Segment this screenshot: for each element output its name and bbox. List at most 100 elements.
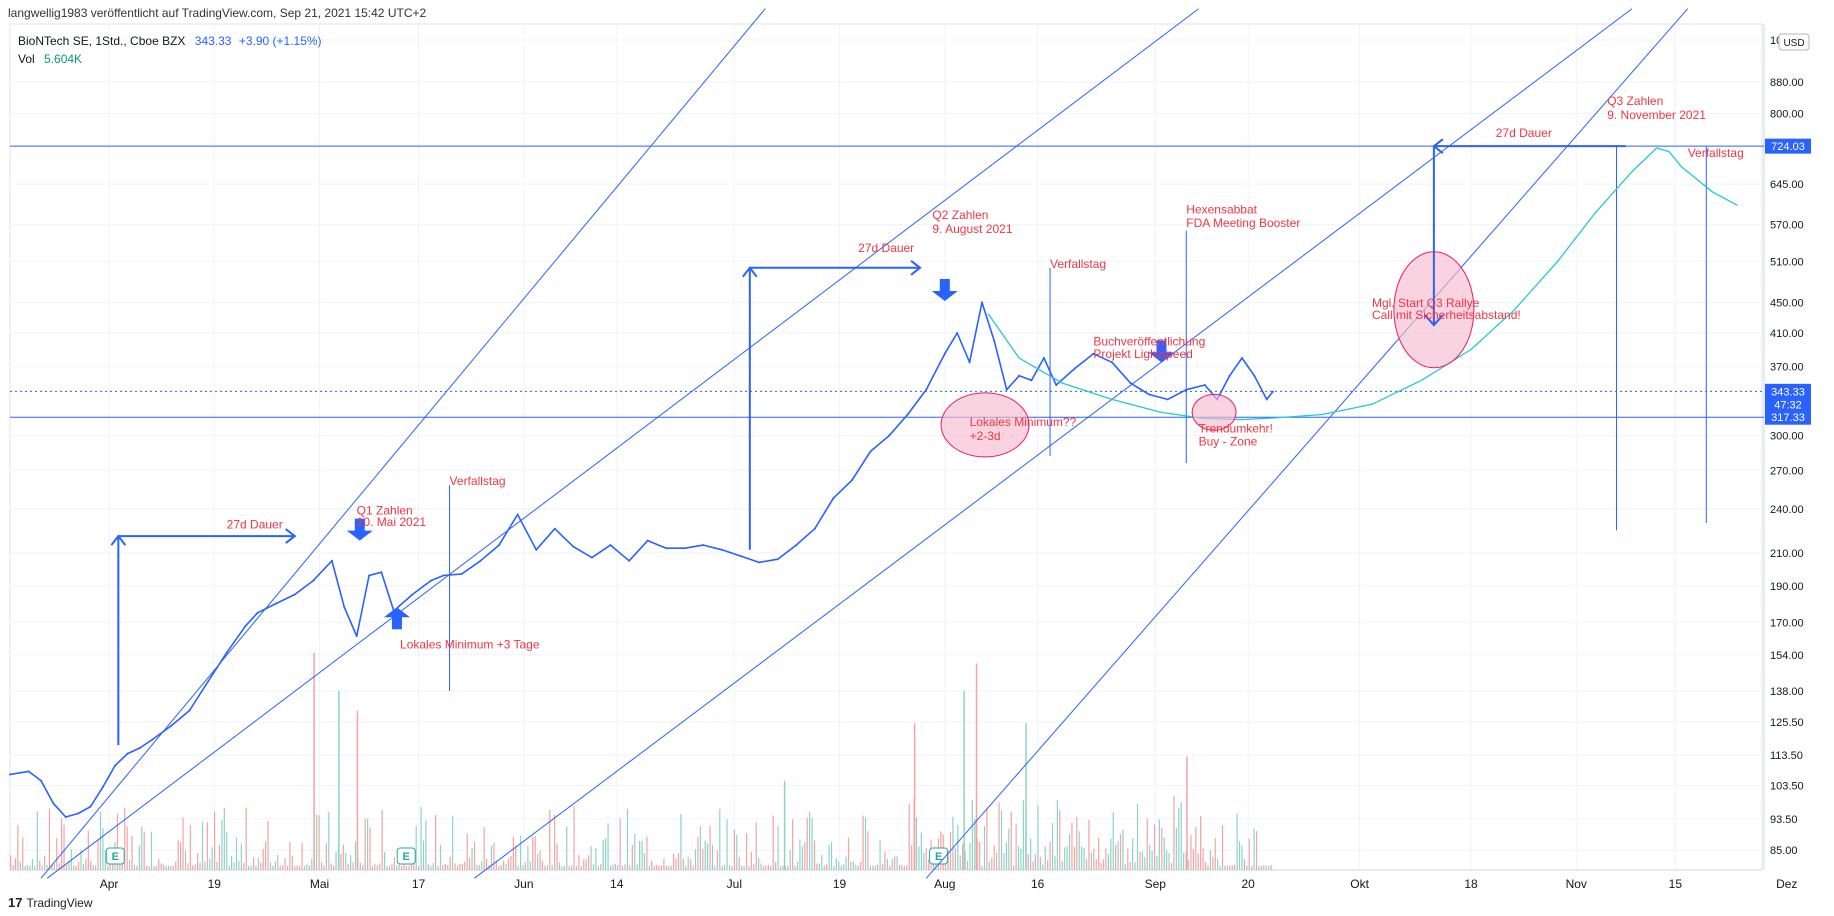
- volume-bar: [799, 839, 801, 870]
- trend-channel-line[interactable]: [474, 8, 1633, 879]
- tradingview-brand[interactable]: TradingView: [26, 895, 93, 910]
- x-tick-label: Sep: [1145, 877, 1167, 891]
- price-point: [535, 548, 538, 551]
- projection-curve[interactable]: [987, 147, 1738, 421]
- volume-bar: [311, 858, 313, 870]
- volume-bar: [381, 809, 383, 870]
- price-point: [869, 450, 872, 453]
- volume-bar: [95, 865, 97, 870]
- volume-bar: [1022, 800, 1024, 870]
- highlight-ellipse[interactable]: [1191, 393, 1237, 431]
- level-price-badge[interactable]: [1765, 409, 1811, 425]
- volume-bar: [787, 865, 789, 870]
- volume-bar: [1115, 845, 1117, 870]
- volume-bar: [770, 866, 772, 870]
- volume-bar: [291, 855, 293, 870]
- volume-bar: [767, 864, 769, 870]
- volume-bar: [204, 861, 206, 870]
- volume-bar: [133, 864, 136, 870]
- legend-vol-label[interactable]: Vol: [18, 52, 35, 66]
- price-series-line[interactable]: [9, 301, 1274, 818]
- volume-bar: [80, 849, 82, 870]
- earnings-marker-icon[interactable]: [105, 847, 125, 865]
- y-tick-label: 190.00: [1770, 581, 1804, 593]
- volume-bar: [97, 838, 99, 870]
- price-point: [151, 738, 154, 741]
- legend-symbol[interactable]: BioNTech SE, 1Std., Cboe BZX: [18, 34, 186, 48]
- volume-bar: [371, 865, 374, 870]
- volume-bar: [762, 865, 765, 870]
- volume-bar: [612, 864, 614, 870]
- volume-bar: [63, 824, 65, 870]
- trend-channel-line[interactable]: [925, 8, 1689, 879]
- volume-bar: [158, 859, 160, 870]
- volume-bar: [592, 864, 595, 870]
- volume-bar: [121, 860, 123, 870]
- price-point: [380, 571, 383, 574]
- volume-bar: [1156, 855, 1158, 870]
- trend-channel-line[interactable]: [46, 8, 1199, 879]
- volume-bar: [464, 861, 466, 870]
- volume-bar: [1110, 838, 1112, 870]
- volume-bar: [796, 861, 799, 870]
- volume-bar: [979, 841, 981, 870]
- volume-bar: [211, 847, 213, 870]
- y-tick-label: 138.00: [1770, 686, 1804, 698]
- volume-bar: [500, 864, 502, 870]
- volume-bar: [804, 842, 806, 870]
- volume-bar: [131, 836, 133, 870]
- volume-bar: [726, 819, 728, 870]
- x-tick-label: Jun: [514, 877, 533, 891]
- volume-bar: [1192, 849, 1194, 870]
- volume-bar: [1200, 816, 1202, 870]
- volume-bar: [534, 835, 536, 870]
- earnings-marker-glyph: E: [935, 851, 942, 863]
- volume-bar: [636, 864, 638, 870]
- volume-bar: [218, 845, 221, 870]
- price-point: [1228, 374, 1231, 377]
- currency-button[interactable]: [1778, 33, 1810, 51]
- last-price-badge[interactable]: [1765, 383, 1811, 412]
- volume-bar: [782, 865, 784, 870]
- x-tick-label: 18: [1464, 877, 1478, 891]
- volume-bar: [898, 865, 901, 870]
- volume-bar: [1178, 807, 1180, 870]
- volume-bar: [350, 855, 352, 870]
- price-point: [1005, 388, 1008, 391]
- volume-bar: [750, 851, 752, 870]
- volume-bar: [1204, 862, 1207, 870]
- arrow-down-icon[interactable]: [1148, 340, 1175, 363]
- volume-bar: [663, 859, 665, 870]
- volume-bar: [228, 865, 230, 870]
- earnings-marker-icon[interactable]: [396, 847, 416, 865]
- highlight-ellipse[interactable]: [940, 392, 1030, 458]
- volume-bar: [1098, 837, 1100, 870]
- price-point: [244, 625, 247, 628]
- arrow-up-icon[interactable]: [383, 607, 410, 630]
- arrow-down-icon[interactable]: [931, 278, 958, 301]
- volume-bar: [544, 865, 546, 870]
- volume-bar: [155, 865, 157, 870]
- level-price-badge[interactable]: [1765, 138, 1811, 154]
- volume-bar: [216, 861, 218, 870]
- volume-bar: [775, 862, 777, 870]
- arrow-down-icon[interactable]: [346, 518, 373, 541]
- volume-bar: [148, 865, 150, 870]
- volume-bar: [877, 864, 879, 870]
- price-point: [89, 805, 92, 808]
- volume-bar: [1265, 866, 1267, 870]
- volume-bar: [670, 865, 672, 870]
- x-tick-label: Apr: [100, 877, 119, 891]
- volume-bar: [201, 821, 204, 870]
- volume-bar: [265, 841, 267, 870]
- annotation-label: Q2 Zahlen: [932, 208, 988, 222]
- volume-bar: [566, 826, 568, 870]
- volume-bar: [687, 857, 689, 870]
- y-tick-label: 300.00: [1770, 431, 1804, 443]
- volume-bar: [595, 848, 597, 870]
- volume-bar: [87, 830, 89, 870]
- volume-bar: [507, 858, 510, 870]
- volume-bar: [1047, 860, 1049, 870]
- volume-bar: [401, 865, 403, 870]
